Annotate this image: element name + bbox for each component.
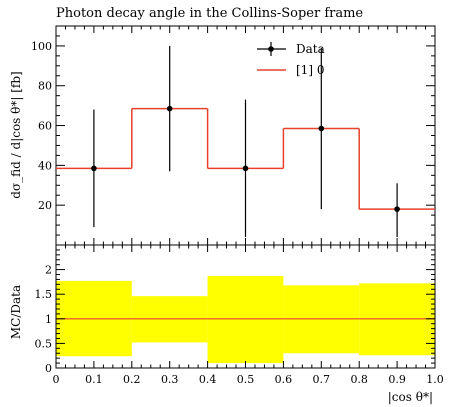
ratio-x-tick-label-2: 0.2 (123, 373, 141, 386)
ratio-panel: 0 0.5 1 1.5 2 0 0.1 0.2 0.3 0.4 0.5 0.6 0.7 0.8 0.9 1.… (9, 244, 444, 404)
main-y-tick-label-4: 100 (31, 40, 52, 53)
main-y-tick-label-2: 60 (38, 120, 52, 133)
main-y-tick-label-1: 40 (38, 159, 52, 172)
main-y-axis-label: dσ_fid / d|cos θ*| [fb] (9, 71, 23, 198)
ratio-y-tick-label-2: 1 (45, 313, 52, 326)
chart-title: Photon decay angle in the Collins-Soper … (56, 6, 363, 21)
ratio-y-axis: 0 0.5 1 1.5 2 (35, 249, 435, 375)
legend-data-marker (268, 46, 274, 52)
ratio-x-tick-label-4: 0.4 (199, 373, 217, 386)
main-x-axis (55, 26, 436, 245)
ratio-x-tick-label-8: 0.8 (350, 373, 368, 386)
ratio-y-tick-label-3: 1.5 (35, 288, 53, 301)
legend-data-label: Data (296, 42, 325, 56)
ratio-x-tick-label-6: 0.6 (275, 373, 293, 386)
ratio-x-tick-label-9: 0.9 (388, 373, 406, 386)
ratio-y-tick-label-1: 0.5 (35, 337, 53, 350)
main-y-tick-label-3: 80 (38, 80, 52, 93)
main-errorbar-layer (93, 45, 398, 238)
ratio-x-tick-label-10: 1.0 (426, 373, 444, 386)
ratio-y-tick-label-4: 2 (45, 264, 52, 277)
ratio-x-tick-label-7: 0.7 (313, 373, 331, 386)
data-point-0 (91, 165, 97, 172)
legend: Data [1] 0 (257, 42, 325, 77)
ratio-x-tick-label-3: 0.3 (161, 373, 179, 386)
ratio-y-axis-label: MC/Data (9, 285, 23, 339)
ratio-x-tick-label-1: 0.1 (85, 373, 103, 386)
main-y-tick-label-0: 20 (38, 199, 52, 212)
x-axis-label: |cos θ*| (388, 390, 433, 404)
ratio-x-axis: 0 0.1 0.2 0.3 0.4 0.5 0.6 0.7 0.8 0.9 1.0 (53, 245, 444, 386)
main-point-layer (91, 105, 400, 212)
main-panel: 20 40 60 80 100 dσ_fid / d|cos θ*| [fb] Data… (9, 25, 436, 246)
data-point-4 (394, 206, 400, 212)
data-point-1 (166, 105, 173, 112)
ratio-band-layer (56, 275, 435, 364)
ratio-x-tick-label-0: 0 (53, 373, 60, 386)
ratio-band-bin-2 (207, 275, 284, 364)
data-point-3 (318, 125, 325, 132)
data-point-2 (242, 165, 249, 172)
ratio-x-tick-label-5: 0.5 (237, 373, 255, 386)
ratio-y-tick-label-0: 0 (45, 362, 52, 375)
main-y-axis: 20 40 60 80 100 (31, 25, 435, 236)
legend-mc-label: [1] 0 (296, 63, 324, 77)
